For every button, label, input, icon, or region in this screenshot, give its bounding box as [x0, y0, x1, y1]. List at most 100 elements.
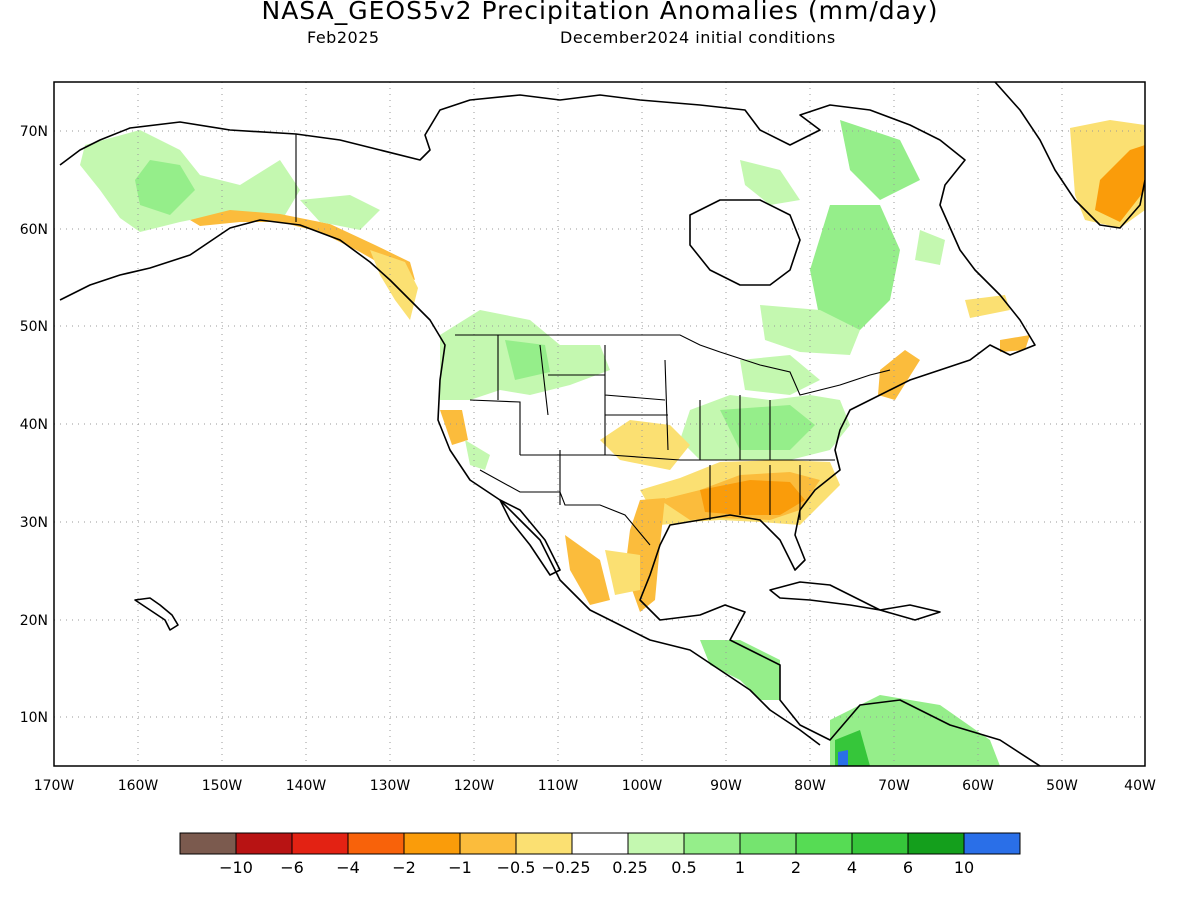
legend-swatch [291, 832, 349, 855]
legend-labels: −10 −6 −4 −2 −1 −0.5 −0.25 0.25 0.5 1 2 … [219, 858, 974, 877]
political-boundaries [295, 134, 891, 546]
legend-label: 0.25 [612, 858, 648, 877]
legend-swatch [851, 832, 909, 855]
lon-label: 100W [622, 778, 663, 794]
anomaly-field [80, 120, 1145, 766]
coastline-hudson-bay [689, 199, 801, 286]
wet-anomaly-south-america [830, 695, 1000, 766]
legend-swatch [515, 832, 573, 855]
map-frame [53, 81, 1146, 767]
wet-anomaly-arctic [740, 160, 800, 205]
legend-swatch [627, 832, 685, 855]
lat-label: 70N [20, 124, 48, 140]
wet-anomaly-colombia-peak [838, 750, 848, 766]
lat-label: 20N [20, 613, 48, 629]
us-mexico-border [479, 469, 651, 546]
wet-anomaly-hudson-east [760, 305, 860, 355]
legend-swatch [739, 832, 797, 855]
legend-label: −10 [219, 858, 253, 877]
legend-label: 6 [903, 858, 913, 877]
legend-swatch [235, 832, 293, 855]
coastline-west [59, 219, 821, 746]
legend-swatch [347, 832, 405, 855]
forecast-month: Feb2025 [307, 28, 380, 47]
lon-label: 50W [1046, 778, 1078, 794]
legend-label: 10 [954, 858, 974, 877]
coastline-hispaniola [879, 604, 941, 621]
legend-label: 2 [791, 858, 801, 877]
lon-label: 80W [794, 778, 826, 794]
dry-anomaly-mexico-central [605, 550, 640, 595]
coastline-cuba [769, 581, 881, 611]
latitude-labels: 70N 60N 50N 40N 30N 20N 10N [20, 124, 48, 726]
dry-anomaly-new-england [878, 350, 920, 400]
legend-label: −1 [448, 858, 472, 877]
coastline-alaska [59, 94, 1041, 766]
wet-anomaly-baffin [840, 120, 920, 200]
legend-label: 4 [847, 858, 857, 877]
legend-label: −0.25 [541, 858, 590, 877]
lat-label: 30N [20, 515, 48, 531]
lon-label: 150W [202, 778, 243, 794]
lon-label: 140W [286, 778, 327, 794]
wet-anomaly-quebec [810, 205, 900, 330]
wet-anomaly-alaska [80, 130, 300, 232]
coastline-hawaii [134, 597, 179, 631]
lon-label: 70W [878, 778, 910, 794]
dry-anomaly-gulf-coast [700, 480, 805, 515]
dry-anomaly-alaska-coast [190, 210, 415, 280]
dry-anomaly-mexico-west [565, 535, 610, 605]
wet-anomaly-nevada [465, 440, 490, 470]
lon-label: 130W [370, 778, 411, 794]
wet-anomaly-canada-west [300, 195, 380, 230]
legend-swatch [571, 832, 629, 855]
legend-swatch [179, 832, 237, 855]
lon-label: 90W [710, 778, 742, 794]
us-canada-border [455, 334, 891, 396]
dry-anomaly-nova-scotia [965, 295, 1010, 318]
lat-label: 60N [20, 222, 48, 238]
lon-label: 60W [962, 778, 994, 794]
lat-label: 50N [20, 319, 48, 335]
legend-swatch [795, 832, 853, 855]
wet-anomaly-labrador [915, 230, 945, 265]
legend-label: 0.5 [671, 858, 696, 877]
legend-label: −6 [280, 858, 304, 877]
wet-anomaly-ohio-core [720, 405, 815, 450]
graticule [54, 82, 1145, 766]
wet-anomaly-alaska-core [135, 160, 195, 215]
wet-anomaly-montana [505, 340, 550, 380]
dry-anomaly-california [440, 410, 468, 445]
lat-label: 10N [20, 710, 48, 726]
legend-swatch [683, 832, 741, 855]
coastline-greenland [994, 82, 1145, 229]
legend-swatch [459, 832, 517, 855]
wet-anomaly-central-america [700, 640, 780, 700]
lon-label: 170W [34, 778, 75, 794]
legend-label: −2 [392, 858, 416, 877]
initial-conditions: December2024 initial conditions [560, 28, 836, 47]
lon-label: 160W [118, 778, 159, 794]
longitude-labels: 170W 160W 150W 140W 130W 120W 110W 100W … [34, 778, 1156, 794]
lon-label: 40W [1124, 778, 1156, 794]
legend-label: 1 [735, 858, 745, 877]
legend-swatches [179, 832, 1021, 855]
dry-anomaly-central-plains [600, 420, 690, 470]
lon-label: 120W [454, 778, 495, 794]
legend-swatch [963, 832, 1021, 855]
map-title: NASA_GEOS5v2 Precipitation Anomalies (mm… [261, 0, 939, 25]
lat-label: 40N [20, 417, 48, 433]
coastline-baja [499, 499, 561, 576]
legend-label: −4 [336, 858, 360, 877]
state-lines [469, 335, 835, 520]
legend-swatch [403, 832, 461, 855]
legend-label: −0.5 [497, 858, 536, 877]
color-legend: −10 −6 −4 −2 −1 −0.5 −0.25 0.25 0.5 1 2 … [179, 832, 1021, 877]
dry-anomaly-newfoundland [1000, 335, 1030, 352]
coastlines [59, 82, 1145, 766]
legend-swatch [907, 832, 965, 855]
dry-anomaly-greenland-core [1095, 145, 1145, 222]
wet-anomaly-great-lakes [740, 355, 820, 395]
lon-label: 110W [538, 778, 579, 794]
